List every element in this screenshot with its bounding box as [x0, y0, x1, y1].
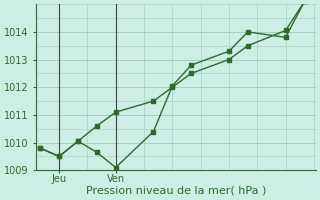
X-axis label: Pression niveau de la mer( hPa ): Pression niveau de la mer( hPa )	[86, 186, 266, 196]
